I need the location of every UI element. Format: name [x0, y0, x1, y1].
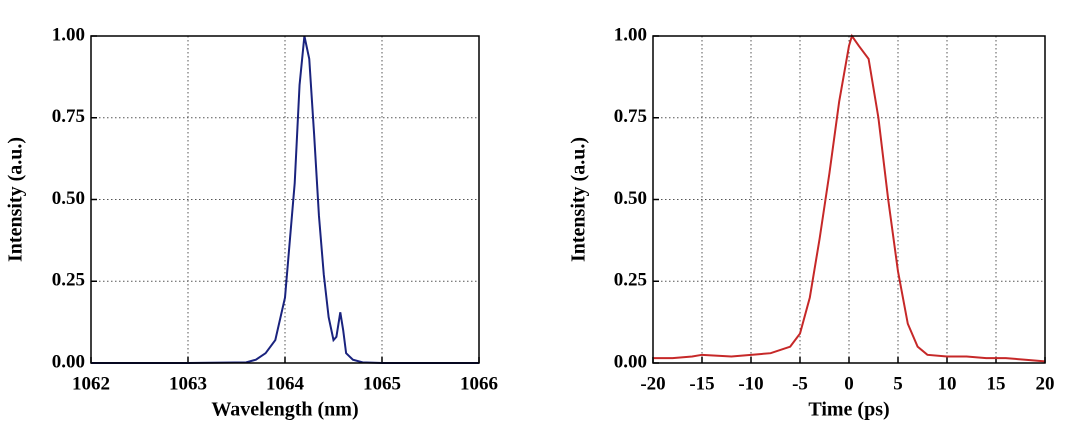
y-tick-label: 1.00: [52, 24, 85, 45]
plot-frame: [90, 35, 480, 364]
y-axis-label: Intensity (a.u.): [568, 137, 590, 262]
y-axis-label: Intensity (a.u.): [5, 137, 27, 262]
x-tick-label: 0: [844, 373, 854, 394]
y-tick-label: 1.00: [614, 24, 647, 45]
x-tick-label: 20: [1036, 373, 1055, 394]
x-tick-label: 1063: [169, 373, 207, 394]
y-tick-label: 0.00: [52, 351, 85, 372]
x-axis-label: Time (ps): [808, 399, 889, 421]
y-tick-label: 0.25: [614, 270, 647, 291]
x-tick-label: 5: [893, 373, 903, 394]
x-tick-label: -5: [792, 373, 808, 394]
x-tick-label: 1065: [363, 373, 401, 394]
y-tick-label: 0.50: [52, 188, 85, 209]
x-tick-label: -20: [640, 373, 665, 394]
x-tick-label: 1064: [266, 373, 305, 394]
x-tick-label: 15: [987, 373, 1006, 394]
y-tick-label: 0.50: [614, 188, 647, 209]
x-axis-label: Wavelength (nm): [211, 399, 358, 421]
x-tick-label: -15: [689, 373, 714, 394]
y-tick-label: 0.75: [52, 106, 85, 127]
x-tick-label: 10: [938, 373, 957, 394]
x-tick-label: -10: [738, 373, 763, 394]
y-tick-label: 0.25: [52, 270, 85, 291]
y-tick-label: 0.00: [614, 351, 647, 372]
x-tick-label: 1062: [72, 373, 110, 394]
data-line: [91, 35, 479, 364]
x-tick-label: 1066: [460, 373, 498, 394]
y-tick-label: 0.75: [614, 106, 647, 127]
plot-frame: [652, 35, 1046, 364]
